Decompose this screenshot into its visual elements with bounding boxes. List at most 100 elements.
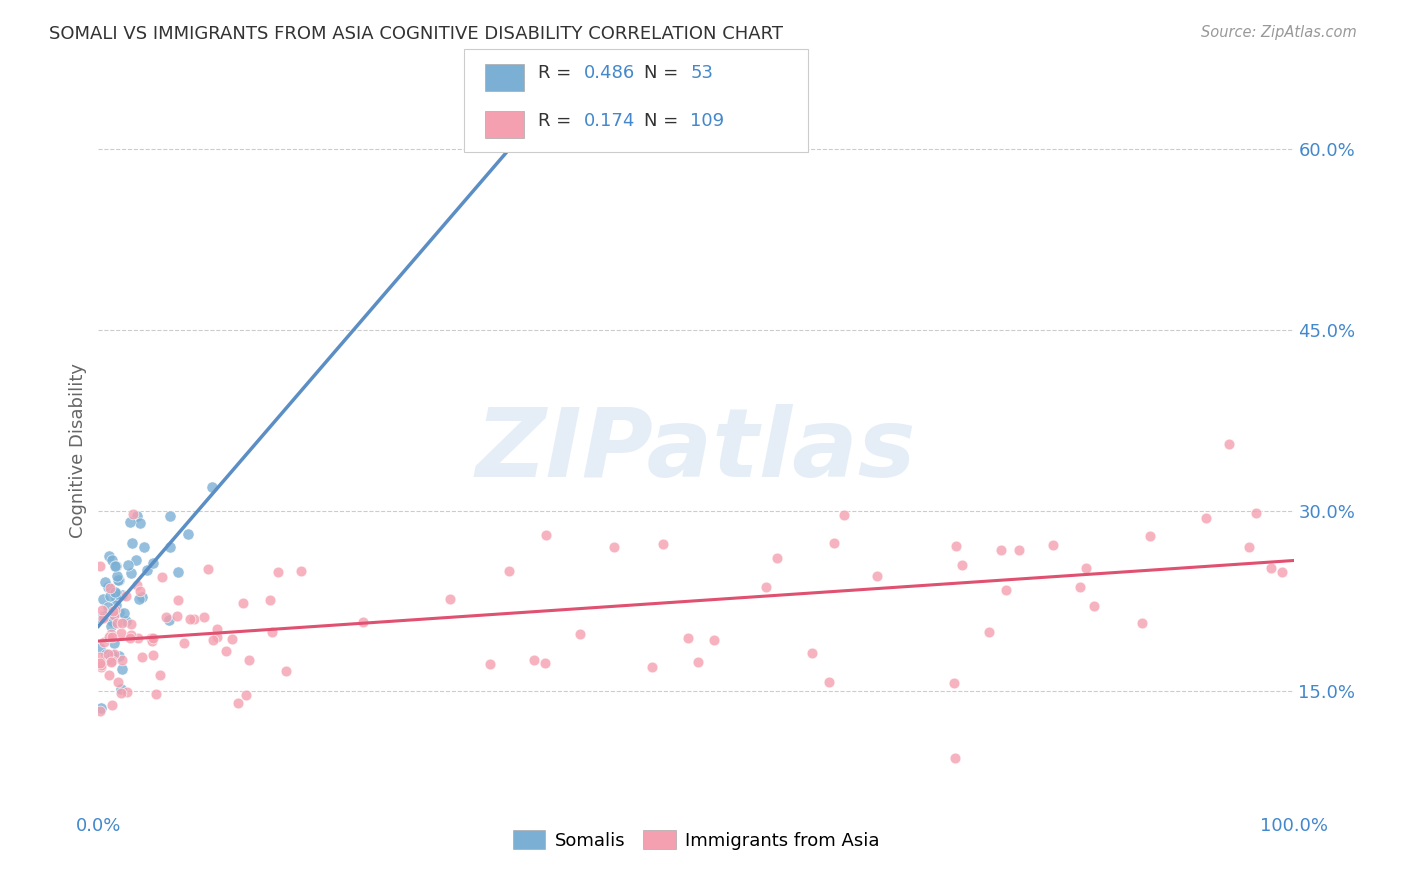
Point (235, 688, 257, 702)
Point (100, 698, 122, 713)
Point (129, 584, 152, 599)
Point (105, 598, 128, 612)
Point (117, 558, 139, 573)
Point (105, 615, 128, 630)
Text: ZIPatlas: ZIPatlas (475, 404, 917, 497)
Point (603, 540, 626, 554)
Point (686, 655, 709, 669)
Point (167, 565, 190, 579)
Point (141, 632, 163, 646)
Point (90, 610, 112, 624)
Point (90, 655, 112, 669)
Point (103, 647, 125, 661)
Point (121, 535, 143, 549)
Point (120, 515, 142, 529)
Text: N =: N = (644, 112, 683, 129)
Point (89, 656, 111, 670)
Point (120, 617, 142, 632)
Point (523, 653, 546, 667)
Point (979, 625, 1001, 640)
Point (94, 574, 117, 589)
Point (125, 553, 148, 567)
Point (125, 509, 148, 524)
Point (652, 537, 675, 551)
Point (197, 562, 219, 576)
Point (115, 614, 138, 628)
Point (118, 631, 141, 645)
Legend: Somalis, Immigrants from Asia: Somalis, Immigrants from Asia (506, 822, 886, 857)
Point (201, 480, 224, 494)
Point (536, 528, 558, 542)
Point (100, 619, 122, 633)
Point (101, 614, 124, 628)
Point (801, 646, 824, 660)
Point (111, 653, 134, 667)
Point (1008, 543, 1031, 558)
Point (110, 626, 132, 640)
Point (127, 578, 149, 592)
Point (107, 573, 129, 587)
Point (1195, 510, 1218, 524)
Point (104, 602, 127, 616)
Point (91, 611, 114, 625)
Point (94, 648, 117, 662)
Point (89, 705, 111, 719)
Point (215, 644, 238, 658)
Point (1271, 565, 1294, 579)
Point (89, 641, 111, 656)
Point (89, 559, 111, 574)
Point (267, 566, 290, 580)
Point (117, 685, 139, 699)
Point (111, 615, 134, 630)
Point (990, 542, 1012, 557)
Point (755, 581, 778, 595)
Point (96, 653, 118, 667)
Point (98, 589, 121, 603)
Point (766, 551, 789, 566)
Point (226, 696, 249, 710)
Point (107, 574, 129, 588)
Point (823, 536, 845, 550)
Point (114, 589, 136, 603)
Point (167, 593, 190, 607)
Point (157, 613, 180, 627)
Point (90, 657, 112, 672)
Point (112, 606, 135, 620)
Point (101, 614, 124, 628)
Point (945, 539, 967, 553)
Text: R =: R = (538, 64, 578, 82)
Point (97, 630, 120, 644)
Point (142, 556, 165, 570)
Point (121, 508, 143, 522)
Point (108, 649, 131, 664)
Text: Source: ZipAtlas.com: Source: ZipAtlas.com (1201, 25, 1357, 40)
Point (152, 569, 174, 583)
Point (1083, 599, 1105, 613)
Point (1260, 561, 1282, 575)
Point (128, 516, 150, 531)
Point (950, 558, 973, 572)
Point (498, 564, 520, 578)
Point (111, 663, 134, 677)
Point (104, 590, 127, 604)
Point (142, 631, 165, 645)
Point (173, 636, 195, 650)
Point (97, 549, 120, 564)
Point (274, 664, 297, 678)
Point (149, 668, 172, 682)
Point (818, 675, 841, 690)
Point (183, 612, 205, 626)
Point (141, 634, 163, 648)
Point (676, 631, 699, 645)
Point (145, 687, 167, 701)
Point (104, 585, 127, 599)
Point (942, 675, 965, 690)
Point (90, 701, 112, 715)
Point (1130, 616, 1153, 631)
Point (155, 610, 177, 624)
Point (1218, 437, 1240, 451)
Point (131, 649, 153, 664)
Point (1074, 560, 1097, 574)
Text: R =: R = (538, 112, 578, 129)
Point (100, 654, 122, 668)
